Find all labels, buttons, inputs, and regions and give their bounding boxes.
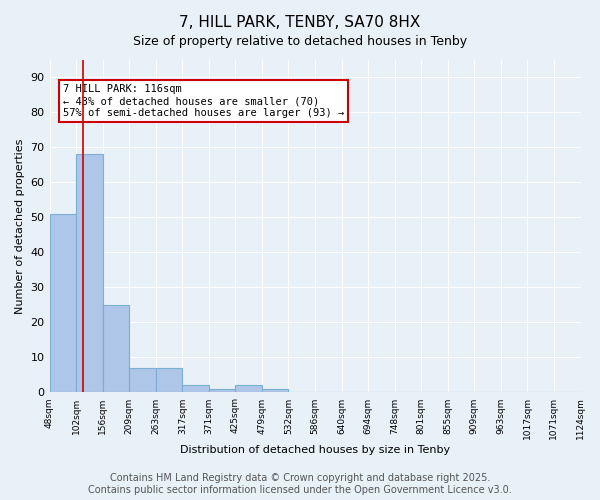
Bar bbox=[182, 386, 209, 392]
Text: 7 HILL PARK: 116sqm
← 43% of detached houses are smaller (70)
57% of semi-detach: 7 HILL PARK: 116sqm ← 43% of detached ho… bbox=[63, 84, 344, 117]
Bar bbox=[235, 386, 262, 392]
Bar bbox=[209, 389, 235, 392]
Y-axis label: Number of detached properties: Number of detached properties bbox=[15, 138, 25, 314]
Bar bbox=[76, 154, 103, 392]
Text: 7, HILL PARK, TENBY, SA70 8HX: 7, HILL PARK, TENBY, SA70 8HX bbox=[179, 15, 421, 30]
X-axis label: Distribution of detached houses by size in Tenby: Distribution of detached houses by size … bbox=[180, 445, 450, 455]
Bar bbox=[50, 214, 76, 392]
Bar bbox=[103, 305, 129, 392]
Text: Contains HM Land Registry data © Crown copyright and database right 2025.
Contai: Contains HM Land Registry data © Crown c… bbox=[88, 474, 512, 495]
Bar bbox=[156, 368, 182, 392]
Bar bbox=[129, 368, 156, 392]
Bar bbox=[262, 389, 289, 392]
Text: Size of property relative to detached houses in Tenby: Size of property relative to detached ho… bbox=[133, 35, 467, 48]
